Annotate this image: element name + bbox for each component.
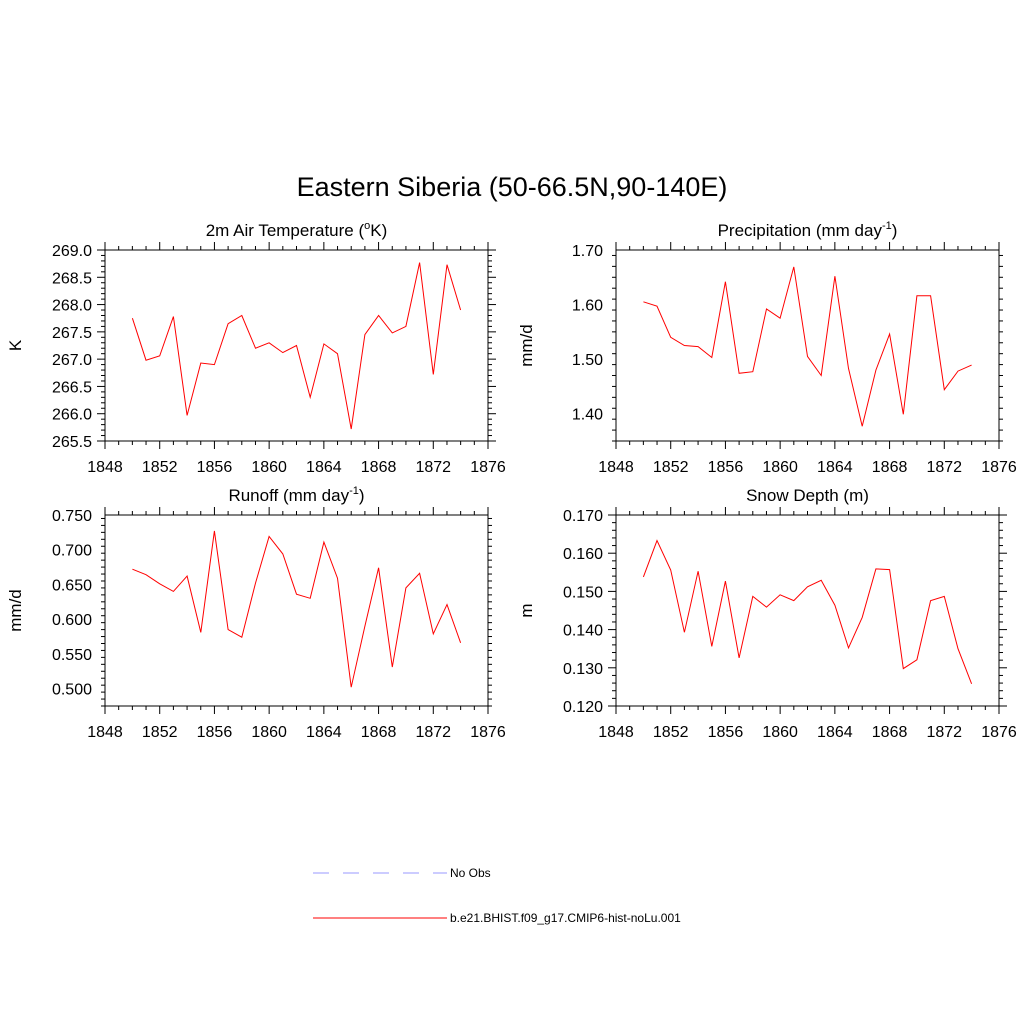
x-tick-label: 1860 (251, 459, 287, 476)
panel-title-text: Runoff (mm day (228, 486, 349, 505)
y-tick-label: 267.0 (52, 352, 92, 369)
y-tick-label: 0.120 (563, 699, 603, 716)
plot-frame (615, 249, 1000, 442)
x-tick-label: 1856 (708, 724, 744, 741)
x-tick-label: 1872 (415, 724, 451, 741)
y-tick-label: 268.0 (52, 298, 92, 315)
y-tick-label: 265.5 (52, 434, 92, 451)
x-tick-label: 1864 (306, 459, 342, 476)
x-tick-label: 1852 (142, 459, 178, 476)
x-tick-label: 1876 (470, 724, 506, 741)
y-tick-label: 1.50 (572, 352, 603, 369)
y-tick-label: 0.130 (563, 661, 603, 678)
y-tick-label: 0.550 (52, 647, 92, 664)
y-tick-label: 1.70 (572, 243, 603, 260)
series-line (131, 262, 462, 430)
x-tick-label: 1864 (817, 459, 853, 476)
x-tick-label: 1876 (470, 459, 506, 476)
y-tick-label: 0.160 (563, 546, 603, 563)
x-tick-label: 1876 (981, 459, 1017, 476)
x-tick-label: 1852 (653, 459, 689, 476)
legend-model-label: b.e21.BHIST.f09_g17.CMIP6-hist-noLu.001 (450, 911, 681, 925)
x-tick-label: 1852 (142, 724, 178, 741)
x-tick-label: 1860 (762, 459, 798, 476)
x-tick-label: 1864 (817, 724, 853, 741)
y-tick-label: 266.5 (52, 379, 92, 396)
x-tick-label: 1860 (762, 724, 798, 741)
y-tick-label: 0.150 (563, 584, 603, 601)
x-tick-label: 1856 (197, 724, 233, 741)
panel-title: Snow Depth (m) (746, 486, 869, 505)
panel-title: Precipitation (mm day-1) (718, 220, 898, 240)
series-line (642, 539, 973, 684)
x-tick-label: 1864 (306, 724, 342, 741)
series-line (643, 266, 972, 427)
panel-title-superscript: o (364, 220, 370, 232)
legend-no-obs-label: No Obs (450, 866, 491, 880)
panel-title: 2m Air Temperature (oK) (206, 220, 388, 240)
y-tick-label: 0.700 (52, 543, 92, 560)
panel-title-text: 2m Air Temperature ( (206, 221, 365, 240)
y-axis-label: m (517, 603, 536, 617)
panel-3: Runoff (mm day-1) mm/d 1848 1852 1856 1860 186… (6, 485, 506, 741)
panel-4: Snow Depth (m) m 1848 1852 1856 1860 1864 1868 1… (517, 486, 1017, 741)
y-tick-label: 268.5 (52, 270, 92, 287)
x-tick-label: 1876 (981, 724, 1017, 741)
x-tick-label: 1848 (87, 459, 123, 476)
y-tick-label: 0.600 (52, 612, 92, 629)
x-tick-label: 1848 (598, 459, 634, 476)
y-tick-label: 0.140 (563, 623, 603, 640)
y-tick-label: 269.0 (52, 243, 92, 260)
x-tick-label: 1872 (415, 459, 451, 476)
panel-title-text: ) (359, 486, 365, 505)
x-tick-label: 1860 (251, 724, 287, 741)
x-tick-label: 1868 (872, 724, 908, 741)
x-tick-label: 1872 (926, 459, 962, 476)
x-tick-label: 1856 (197, 459, 233, 476)
x-tick-label: 1852 (653, 724, 689, 741)
plot-frame (615, 514, 1000, 707)
y-axis-label: K (6, 339, 25, 351)
y-tick-label: 267.5 (52, 325, 92, 342)
panel-title-text: ) (892, 221, 898, 240)
y-tick-label: 0.650 (52, 577, 92, 594)
panel-title-superscript: -1 (882, 220, 892, 232)
panel-title-text: Precipitation (mm day (718, 221, 883, 240)
legend: No Obs b.e21.BHIST.f09_g17.CMIP6-hist-no… (313, 866, 681, 925)
y-axis-label: mm/d (6, 589, 25, 632)
x-tick-label: 1848 (87, 724, 123, 741)
y-tick-label: 0.500 (52, 682, 92, 699)
panel-title: Runoff (mm day-1) (228, 485, 364, 505)
y-tick-label: 1.40 (572, 407, 603, 424)
x-tick-label: 1868 (361, 724, 397, 741)
panel-title-text: K) (370, 221, 387, 240)
y-tick-label: 266.0 (52, 407, 92, 424)
panel-1: 2m Air Temperature (oK) K 1848 1852 1856 1860… (6, 220, 506, 476)
y-tick-label: 0.750 (52, 508, 92, 525)
x-tick-label: 1856 (708, 459, 744, 476)
x-tick-label: 1868 (872, 459, 908, 476)
y-tick-label: 1.60 (572, 298, 603, 315)
panels-group: 2m Air Temperature (oK) K 1848 1852 1856 1860… (6, 220, 1017, 741)
plot-frame (104, 514, 489, 707)
y-tick-label: 0.170 (563, 508, 603, 525)
series-line (132, 530, 462, 688)
panel-title-text: Snow Depth (m) (746, 486, 869, 505)
panel-title-superscript: -1 (349, 485, 359, 497)
panel-2: Precipitation (mm day-1) mm/d 1848 1852 1856… (517, 220, 1017, 476)
y-axis-label: mm/d (517, 324, 536, 367)
x-tick-label: 1872 (926, 724, 962, 741)
x-tick-label: 1848 (598, 724, 634, 741)
x-tick-label: 1868 (361, 459, 397, 476)
figure-title: Eastern Siberia (50-66.5N,90-140E) (297, 172, 728, 202)
